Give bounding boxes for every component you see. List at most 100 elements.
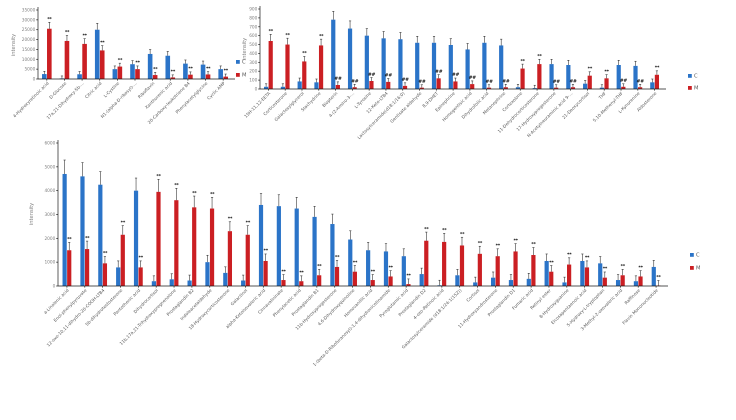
svg-text:**: ** xyxy=(353,260,358,266)
svg-text:**: ** xyxy=(317,264,322,270)
svg-text:**: ** xyxy=(139,255,144,261)
svg-text:0: 0 xyxy=(33,77,36,83)
svg-text:**: ** xyxy=(537,54,542,60)
svg-text:**: ** xyxy=(224,68,229,74)
svg-text:400: 400 xyxy=(249,51,257,57)
svg-text:**: ** xyxy=(228,216,233,222)
svg-text:500: 500 xyxy=(249,42,257,48)
svg-text:**: ** xyxy=(655,65,660,71)
svg-text:**: ** xyxy=(549,260,554,266)
svg-text:**: ** xyxy=(585,255,590,261)
svg-text:**: ** xyxy=(588,66,593,72)
svg-text:**: ** xyxy=(269,29,274,35)
svg-text:intensity: intensity xyxy=(11,34,17,57)
svg-text:**: ** xyxy=(460,231,465,237)
svg-text:20000: 20000 xyxy=(22,37,36,43)
svg-text:4-Hydroxyretinoic acid: 4-Hydroxyretinoic acid xyxy=(12,81,51,120)
svg-text:Cortisol: Cortisol xyxy=(465,288,481,304)
svg-text:**: ** xyxy=(156,174,161,180)
svg-text:Pyroglutamic acid: Pyroglutamic acid xyxy=(378,288,410,320)
svg-text:3000: 3000 xyxy=(44,212,55,218)
svg-text:900: 900 xyxy=(249,7,257,13)
svg-text:300: 300 xyxy=(249,60,257,66)
svg-text:intensity: intensity xyxy=(29,203,35,226)
svg-text:##: ## xyxy=(351,78,359,84)
svg-text:**: ** xyxy=(285,32,290,38)
svg-text:6000: 6000 xyxy=(44,141,55,147)
svg-text:**: ** xyxy=(302,51,307,57)
svg-text:**: ** xyxy=(442,228,447,234)
svg-text:**: ** xyxy=(153,67,158,73)
svg-text:Indoleacetaldehyde: Indoleacetaldehyde xyxy=(179,288,213,322)
svg-text:Flavin Mononucleotide: Flavin Mononucleotide xyxy=(621,288,660,327)
svg-text:Gentisate aldehyde: Gentisate aldehyde xyxy=(389,91,423,125)
svg-text:**: ** xyxy=(319,33,324,39)
svg-text:15000: 15000 xyxy=(22,47,36,53)
svg-text:8-Hydroxyguanine: 8-Hydroxyguanine xyxy=(538,288,570,320)
svg-text:**: ** xyxy=(424,226,429,232)
svg-text:30000: 30000 xyxy=(22,17,36,23)
svg-text:4-oxo-Retinoic acid: 4-oxo-Retinoic acid xyxy=(412,288,445,321)
svg-text:5,10-Methenyl-THF: 5,10-Methenyl-THF xyxy=(592,90,625,123)
svg-text:5000: 5000 xyxy=(24,67,35,73)
legend-m-swatch xyxy=(236,73,240,77)
svg-text:##: ## xyxy=(452,72,460,78)
svg-text:0: 0 xyxy=(255,87,258,93)
svg-text:Enol-phenylpyruvate: Enol-phenylpyruvate xyxy=(53,288,89,324)
svg-text:Phenylacetylglycine: Phenylacetylglycine xyxy=(175,81,210,116)
svg-text:**: ** xyxy=(513,238,518,244)
legend-c-swatch xyxy=(236,60,240,64)
svg-text:##: ## xyxy=(435,69,443,75)
svg-text:**: ** xyxy=(206,66,211,72)
chart-top-right: 0100200300400500600700800900intensity**1… xyxy=(242,6,666,141)
svg-text:Eicosapentaenoic acid: Eicosapentaenoic acid xyxy=(550,288,588,326)
svg-text:**: ** xyxy=(604,69,609,75)
svg-text:**: ** xyxy=(406,273,411,279)
svg-text:2000: 2000 xyxy=(44,236,55,242)
legend-c-swatch xyxy=(690,253,694,257)
chart-top-left: 0 5000 10000 15000 20000 25000 30000 35000 inten… xyxy=(11,7,235,126)
svg-text:**: ** xyxy=(264,248,269,254)
svg-text:**: ** xyxy=(388,265,393,271)
svg-text:L-Cystine: L-Cystine xyxy=(103,81,122,100)
svg-text:##: ## xyxy=(418,79,426,85)
svg-text:**: ** xyxy=(621,264,626,270)
svg-text:**: ** xyxy=(335,255,340,261)
svg-text:##: ## xyxy=(334,76,342,82)
svg-text:Cyclic AMP: Cyclic AMP xyxy=(206,80,227,101)
legend-m-label: M xyxy=(242,73,246,79)
svg-text:##: ## xyxy=(637,78,645,84)
svg-text:**: ** xyxy=(121,220,126,226)
svg-text:**: ** xyxy=(65,30,70,36)
svg-text:##: ## xyxy=(553,79,561,85)
svg-text:##: ## xyxy=(469,75,477,81)
svg-text:##: ## xyxy=(620,78,628,84)
svg-text:**: ** xyxy=(118,57,123,63)
svg-text:**: ** xyxy=(47,16,52,22)
svg-text:5000: 5000 xyxy=(44,164,55,170)
svg-text:**: ** xyxy=(638,265,643,271)
svg-text:##: ## xyxy=(401,77,409,83)
legend-c-label: C xyxy=(242,60,246,66)
svg-text:**: ** xyxy=(567,252,572,258)
svg-text:Galactosylglycerol: Galactosylglycerol xyxy=(273,91,305,123)
svg-text:**: ** xyxy=(82,33,87,39)
svg-text:**: ** xyxy=(603,266,608,272)
svg-text:**: ** xyxy=(531,242,536,248)
svg-text:4000: 4000 xyxy=(44,188,55,194)
svg-text:Citric acid: Citric acid xyxy=(84,81,104,101)
svg-text:**: ** xyxy=(246,220,251,226)
svg-text:**: ** xyxy=(520,58,525,64)
svg-text:**: ** xyxy=(171,69,176,75)
legend-c-swatch xyxy=(688,74,692,78)
svg-text:100: 100 xyxy=(249,78,257,84)
svg-text:##: ## xyxy=(368,72,376,78)
svg-text:Raffinose: Raffinose xyxy=(624,288,643,307)
svg-text:**: ** xyxy=(496,243,501,249)
svg-text:**: ** xyxy=(67,237,72,243)
legend-m-swatch xyxy=(690,266,694,270)
svg-text:**: ** xyxy=(188,66,193,72)
svg-text:25000: 25000 xyxy=(22,27,36,33)
